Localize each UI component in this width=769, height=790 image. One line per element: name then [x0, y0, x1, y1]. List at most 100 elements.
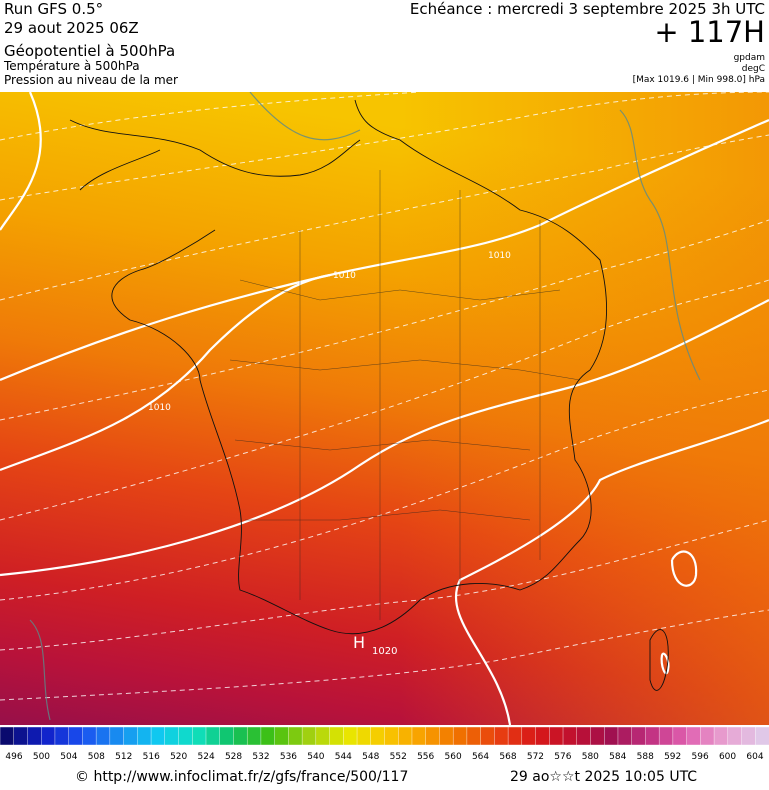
color-cell: [494, 726, 509, 746]
color-label: 536: [280, 752, 297, 762]
color-label: 564: [472, 752, 489, 762]
contour-label: 1010: [488, 251, 511, 261]
color-cell: [713, 726, 729, 746]
color-cell: [658, 726, 674, 746]
color-cell: [274, 726, 290, 746]
color-cell: [480, 726, 496, 746]
color-label: 500: [33, 752, 50, 762]
color-cell: [301, 726, 317, 746]
map: [0, 92, 769, 725]
color-cell: [521, 726, 537, 746]
color-cell: [54, 726, 70, 746]
color-label: 532: [252, 752, 269, 762]
color-cell: [233, 726, 248, 746]
color-cell: [466, 726, 482, 746]
color-cell: [590, 726, 605, 746]
color-label: 544: [335, 752, 352, 762]
color-label: 528: [225, 752, 242, 762]
contour-label: 1010: [148, 403, 171, 413]
color-label: 552: [390, 752, 407, 762]
line2: Température à 500hPa: [3, 59, 140, 73]
footer-time: 29 ao☆☆t 2025 10:05 UTC: [510, 769, 697, 785]
color-label: 516: [143, 752, 160, 762]
color-label: 572: [527, 752, 544, 762]
color-cell: [562, 726, 578, 746]
color-label: 600: [719, 752, 736, 762]
color-cell: [109, 726, 125, 746]
color-label: 596: [692, 752, 709, 762]
color-label: 584: [609, 752, 626, 762]
contour-label: H: [353, 633, 365, 652]
color-label: 540: [307, 752, 324, 762]
echeance: Echéance : mercredi 3 septembre 2025 3h …: [410, 0, 765, 18]
contour-labels: 1010 1010 1010 H 1020: [148, 251, 511, 657]
color-cell: [137, 726, 152, 746]
color-cell: [672, 726, 688, 746]
color-cell: [315, 726, 331, 746]
color-label: 592: [664, 752, 681, 762]
color-label: 548: [362, 752, 379, 762]
run: Run GFS 0.5°: [4, 0, 103, 18]
color-cell: [755, 726, 769, 746]
color-cell: [150, 726, 166, 746]
color-label: 560: [445, 752, 462, 762]
color-label: 556: [417, 752, 434, 762]
contour-label: 1010: [333, 271, 356, 281]
color-cell: [260, 726, 276, 746]
unit-degc: degC: [742, 64, 765, 74]
color-cell: [13, 726, 29, 746]
pressure-range: [Max 1019.6 | Min 998.0] hPa: [633, 75, 765, 85]
color-cell: [604, 726, 619, 746]
color-cell: [631, 726, 647, 746]
color-scale: 496 500 504 508 512 516 520 524 528 532 536 540 544 5…: [0, 726, 769, 762]
footer-url: © http://www.infoclimat.fr/z/gfs/france/…: [75, 769, 408, 785]
color-label: 524: [198, 752, 215, 762]
color-cell: [329, 726, 345, 746]
color-cell: [727, 726, 743, 746]
color-cell: [439, 726, 454, 746]
color-label: 604: [746, 752, 763, 762]
contour-label: 1020: [372, 646, 397, 657]
color-cell: [686, 726, 702, 746]
color-label: 504: [60, 752, 77, 762]
color-cell: [123, 726, 139, 746]
color-cell: [549, 726, 564, 746]
color-cell: [82, 726, 97, 746]
color-cell: [645, 726, 660, 746]
color-label: 508: [88, 752, 105, 762]
color-cell: [452, 726, 468, 746]
color-cell: [356, 726, 372, 746]
color-label: 588: [637, 752, 654, 762]
color-label: 580: [582, 752, 599, 762]
color-label: 496: [5, 752, 22, 762]
color-cell: [246, 726, 262, 746]
line3: Pression au niveau de la mer: [4, 73, 178, 87]
color-label: 520: [170, 752, 187, 762]
color-cell: [0, 726, 15, 746]
color-cell: [288, 726, 303, 746]
color-cell: [576, 726, 592, 746]
color-cell: [178, 726, 193, 746]
color-cell: [507, 726, 523, 746]
color-cell: [398, 726, 413, 746]
color-cell: [27, 726, 42, 746]
color-cell: [95, 726, 111, 746]
color-cell: [535, 726, 550, 746]
color-cell: [68, 726, 84, 746]
color-cell: [164, 726, 180, 746]
unit-gpdam: gpdam: [734, 53, 765, 63]
color-cell: [370, 726, 386, 746]
color-cell: [411, 726, 427, 746]
color-label: 568: [499, 752, 516, 762]
color-cell: [205, 726, 221, 746]
color-cell: [219, 726, 235, 746]
color-cell: [700, 726, 715, 746]
lead-time: + 117H: [654, 15, 765, 49]
date: 29 aout 2025 06Z: [4, 19, 139, 37]
color-cell: [343, 726, 358, 746]
color-label: 576: [554, 752, 571, 762]
color-cell: [617, 726, 633, 746]
color-label: 512: [115, 752, 132, 762]
line1: Géopotentiel à 500hPa: [4, 42, 175, 60]
